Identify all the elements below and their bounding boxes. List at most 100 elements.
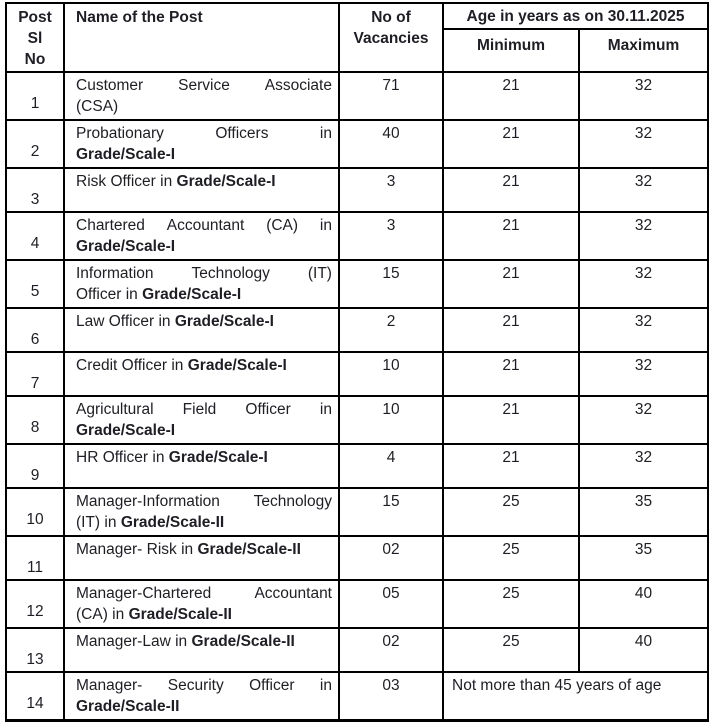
post-name-line: Manager- Risk in Grade/Scale-II bbox=[76, 539, 332, 560]
vacancies-count: 2 bbox=[338, 307, 444, 353]
age-minimum: 21 bbox=[442, 167, 580, 213]
post-name-word: Grade/Scale-II bbox=[191, 633, 295, 650]
post-sl-no: 8 bbox=[5, 395, 65, 445]
post-name: Probationary Officers in Grade/Scale-I bbox=[63, 119, 340, 169]
post-name-word: Technology bbox=[253, 493, 332, 510]
age-minimum: 25 bbox=[442, 579, 580, 629]
header-row-2: Minimum Maximum bbox=[6, 28, 709, 73]
post-name: Credit Officer in Grade/Scale-I bbox=[63, 351, 340, 397]
post-name-line: Grade/Scale-I bbox=[76, 420, 332, 441]
post-name: Chartered Accountant (CA) in Grade/Scale-I bbox=[63, 211, 340, 261]
post-name: Agricultural Field Officer in Grade/Scale-I bbox=[63, 395, 340, 445]
table-row: 3 Risk Officer in Grade/Scale-I 3 21 32 bbox=[5, 167, 709, 213]
post-sl-no: 10 bbox=[5, 487, 65, 537]
post-name-word: Officer bbox=[249, 677, 295, 694]
post-name-word: Probationary bbox=[76, 125, 164, 142]
table-row: 14 Manager- Security Officer in Grade/Scale-I… bbox=[5, 671, 709, 722]
age-minimum: 25 bbox=[442, 627, 580, 673]
post-name-line: Grade/Scale-I bbox=[76, 236, 332, 257]
vacancies-count: 10 bbox=[338, 351, 444, 397]
age-maximum: 32 bbox=[578, 167, 709, 213]
vacancies-count: 10 bbox=[338, 395, 444, 445]
post-name-line: Agricultural Field Officer in bbox=[76, 399, 332, 420]
post-name-line: Officer in Grade/Scale-I bbox=[76, 284, 332, 305]
post-name-word: Officer bbox=[245, 401, 291, 418]
post-name-word: (CSA) bbox=[76, 98, 119, 115]
header-name-of-post: Name of the Post bbox=[63, 2, 340, 73]
table-row: 2 Probationary Officers in Grade/Scale-I 40 21… bbox=[5, 119, 709, 169]
table-row: 4 Chartered Accountant (CA) in Grade/Scale-I 3… bbox=[5, 211, 709, 261]
age-maximum: 32 bbox=[578, 443, 709, 489]
post-name-line: (IT) in Grade/Scale-II bbox=[76, 512, 332, 533]
post-name-line: Manager-Information Technology bbox=[76, 491, 332, 512]
post-name-word: Accountant bbox=[166, 217, 245, 234]
post-name-word: in bbox=[125, 286, 138, 303]
post-name-line: Chartered Accountant (CA) in bbox=[76, 215, 332, 236]
post-name: Manager-Law in Grade/Scale-II bbox=[63, 627, 340, 673]
vacancies-count: 15 bbox=[338, 487, 444, 537]
post-name-word: Service bbox=[178, 77, 230, 94]
post-name-word: Agricultural bbox=[76, 401, 154, 418]
post-name-word: Officer bbox=[108, 313, 155, 330]
post-name-word: Grade/Scale-II bbox=[128, 606, 232, 623]
vacancies-count: 3 bbox=[338, 167, 444, 213]
age-maximum: 40 bbox=[578, 579, 709, 629]
vacancies-count: 02 bbox=[338, 627, 444, 673]
post-name-line: Probationary Officers in bbox=[76, 123, 332, 144]
table-row: 10 Manager-Information Technology (IT) in G… bbox=[5, 487, 709, 537]
post-name: Manager-Information Technology (IT) in Gra… bbox=[63, 487, 340, 537]
post-name-word: in bbox=[112, 606, 125, 623]
vacancies-count: 03 bbox=[338, 671, 444, 722]
post-sl-no: 4 bbox=[5, 211, 65, 261]
post-name-word: in bbox=[175, 633, 188, 650]
post-name-word: Customer bbox=[76, 77, 144, 94]
post-name-word: Law bbox=[76, 313, 105, 330]
vacancies-count: 15 bbox=[338, 259, 444, 309]
post-name-word: Grade/Scale-II bbox=[197, 541, 301, 558]
post-name-word: Risk bbox=[76, 173, 107, 190]
table-row: 8 Agricultural Field Officer in Grade/Scale-I… bbox=[5, 395, 709, 445]
post-name-word: (CA) bbox=[266, 217, 299, 234]
post-sl-no: 12 bbox=[5, 579, 65, 629]
age-maximum: 32 bbox=[578, 119, 709, 169]
post-name-word: Officer bbox=[102, 449, 149, 466]
post-name: Information Technology (IT) Officer in Grad… bbox=[63, 259, 340, 309]
post-sl-no: 11 bbox=[5, 535, 65, 581]
post-name-word: Risk bbox=[146, 541, 177, 558]
post-name-word: Grade/Scale-I bbox=[174, 313, 274, 330]
header-row-1: Post Sl No Name of the Post No of Vacanc… bbox=[5, 1, 709, 73]
table-row: 5 Information Technology (IT) Officer in Gra… bbox=[5, 259, 709, 309]
post-name-word: in bbox=[171, 357, 184, 374]
post-name: HR Officer in Grade/Scale-I bbox=[63, 443, 340, 489]
vacancies-count: 40 bbox=[338, 119, 444, 169]
post-sl-no: 1 bbox=[5, 71, 65, 121]
post-name-word: Officer bbox=[76, 286, 122, 303]
age-maximum: 32 bbox=[578, 211, 709, 261]
post-sl-no: 14 bbox=[5, 671, 65, 722]
post-name-line: Manager- Security Officer in bbox=[76, 675, 332, 696]
table-row: 13 Manager-Law in Grade/Scale-II 02 25 40 bbox=[5, 627, 709, 673]
post-name-word: (IT) bbox=[307, 265, 332, 282]
post-sl-no: 9 bbox=[5, 443, 65, 489]
post-name-word: Grade/Scale-I bbox=[76, 422, 176, 439]
age-maximum: 32 bbox=[578, 351, 709, 397]
age-minimum: 21 bbox=[442, 443, 580, 489]
post-name-word: Officer bbox=[110, 173, 156, 190]
age-minimum: 21 bbox=[442, 71, 580, 121]
post-name-word: Manager-Information bbox=[76, 493, 220, 510]
post-name-word: Accountant bbox=[254, 585, 332, 602]
table-row: 6 Law Officer in Grade/Scale-I 2 21 32 bbox=[5, 307, 709, 353]
age-maximum: 35 bbox=[578, 487, 709, 537]
post-name-word: (IT) bbox=[76, 514, 101, 531]
vacancies-count: 02 bbox=[338, 535, 444, 581]
header-post-sl-no: Post Sl No bbox=[5, 2, 65, 73]
post-name-line: Customer Service Associate bbox=[76, 75, 332, 96]
age-minimum: 21 bbox=[442, 259, 580, 309]
post-name-word: Credit bbox=[76, 357, 118, 374]
post-name: Manager-Chartered Accountant (CA) in Grade… bbox=[63, 579, 340, 629]
age-minimum: 25 bbox=[442, 535, 580, 581]
post-name-word: Grade/Scale-I bbox=[187, 357, 287, 374]
post-name-line: (CSA) bbox=[76, 96, 332, 117]
post-name-word: Security bbox=[167, 677, 224, 694]
post-name-line: (CA) in Grade/Scale-II bbox=[76, 604, 332, 625]
